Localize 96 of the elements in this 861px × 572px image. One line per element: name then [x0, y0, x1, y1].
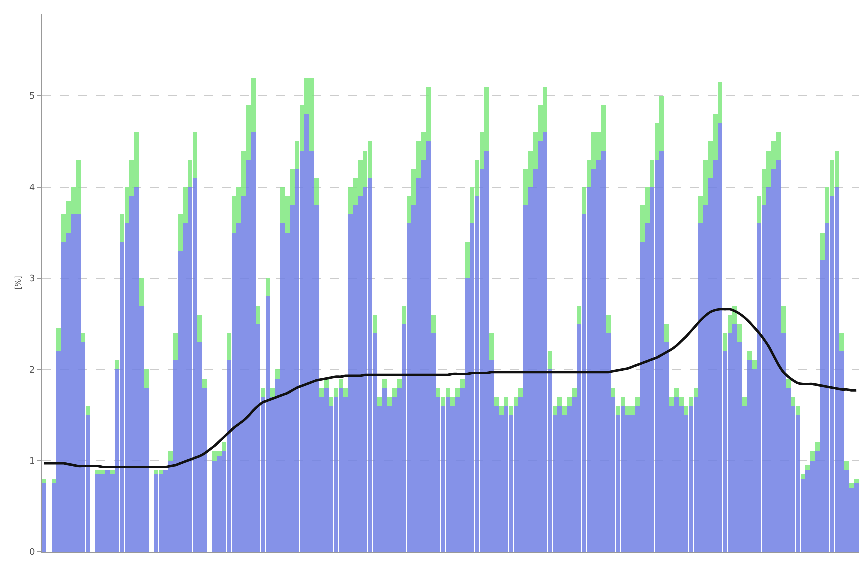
bar [256, 306, 261, 324]
bar [854, 479, 859, 484]
bar [402, 306, 407, 324]
bar [378, 396, 382, 406]
bar [674, 388, 679, 397]
bar [616, 406, 621, 416]
bar [338, 378, 344, 388]
bar [679, 396, 684, 406]
bar [198, 314, 202, 342]
y-tick-label: 4 [29, 183, 36, 194]
bar [42, 484, 47, 552]
bar [440, 396, 446, 406]
bar [552, 406, 558, 416]
bar [558, 396, 562, 406]
bar [397, 378, 402, 388]
bar [173, 333, 178, 361]
bar [168, 452, 174, 461]
bar [791, 396, 796, 406]
bar [669, 396, 674, 406]
bar [431, 314, 436, 334]
bar [611, 388, 616, 397]
bar [849, 484, 854, 488]
bar [490, 333, 494, 361]
bar [806, 465, 810, 470]
bar [56, 328, 62, 352]
bar [620, 396, 626, 406]
bar [226, 333, 232, 361]
bar [781, 306, 786, 334]
bar [81, 333, 86, 342]
bar [144, 370, 149, 388]
bar [446, 388, 450, 397]
bar [548, 351, 552, 370]
bar [664, 324, 670, 342]
y-axis-title: [%] [14, 276, 24, 290]
bar [436, 388, 441, 397]
bar [810, 452, 816, 461]
bar [582, 187, 587, 215]
bar [815, 442, 820, 452]
bar [518, 388, 524, 397]
bar [820, 232, 825, 260]
bar [840, 333, 844, 352]
bar [688, 396, 694, 406]
bar [494, 396, 500, 406]
bar [800, 474, 806, 480]
bar [334, 388, 339, 397]
bar [270, 388, 276, 397]
bar [344, 388, 348, 397]
bar [684, 406, 689, 416]
bar [796, 406, 801, 416]
bar [694, 388, 698, 397]
bar [372, 314, 378, 334]
bar [319, 388, 324, 397]
y-tick-label: 1 [29, 456, 36, 467]
bar [499, 406, 504, 416]
y-tick-label: 2 [29, 366, 36, 376]
y-tick-label: 5 [29, 92, 36, 102]
bar [844, 460, 850, 470]
bar [382, 378, 388, 388]
bar [722, 333, 728, 352]
bar [577, 306, 582, 324]
bar [747, 351, 752, 361]
bar [606, 314, 611, 334]
bar [738, 324, 742, 342]
bar [110, 470, 115, 474]
y-tick-label: 0 [29, 548, 36, 558]
bar [86, 406, 91, 416]
bar [139, 278, 144, 306]
bar [504, 396, 509, 406]
bar [314, 178, 320, 206]
bar [450, 396, 456, 406]
bar [650, 160, 655, 188]
bar [465, 242, 470, 278]
bar [514, 396, 518, 406]
bar [455, 388, 460, 397]
bar [387, 396, 392, 406]
bar [52, 479, 56, 484]
bar [266, 278, 270, 297]
bar [260, 388, 266, 397]
bar [202, 378, 208, 388]
bar [329, 396, 334, 406]
bar [567, 396, 572, 406]
bar [635, 396, 640, 406]
bar [572, 388, 577, 397]
bar [742, 396, 748, 406]
bar [460, 378, 465, 388]
bar [786, 378, 791, 388]
bar [115, 360, 120, 370]
bar [42, 479, 47, 484]
bar [276, 370, 280, 379]
bar [222, 442, 227, 452]
bar [508, 406, 514, 416]
bar [752, 360, 757, 370]
bar [392, 388, 397, 397]
line-series [43, 308, 858, 468]
bar [562, 406, 568, 416]
y-tick-label: 3 [29, 274, 36, 285]
